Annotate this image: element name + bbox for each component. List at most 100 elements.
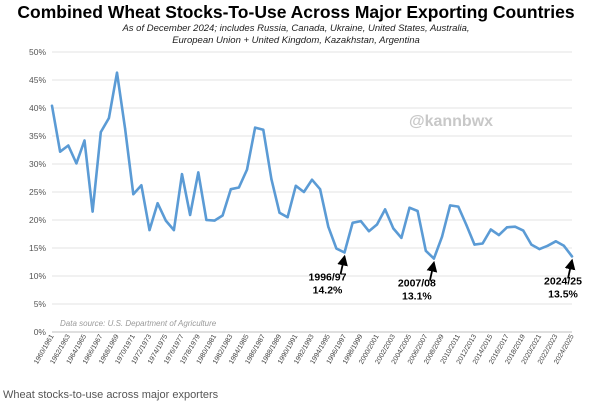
data-point [327,225,330,228]
data-point [189,213,192,217]
annotation-label-period: 2024/25 [544,275,582,287]
data-point [156,202,159,205]
data-point [530,243,533,246]
data-point [172,228,175,232]
series-group [50,71,574,260]
data-point [107,116,110,120]
data-point [465,223,468,227]
data-point [302,190,305,194]
data-point [91,210,94,213]
data-point [375,223,379,226]
data-point [546,244,549,247]
data-point [481,242,484,245]
data-point [140,184,143,187]
data-point [132,193,135,196]
data-point [229,188,232,191]
data-point [99,130,102,134]
y-tick-label: 20% [29,215,46,225]
data-point [180,172,184,176]
image-caption: Wheat stocks-to-use across major exporte… [3,389,219,401]
data-point [75,162,78,165]
data-point [440,235,444,238]
chart-subtitle-line-2: European Union + United Kingdom, Kazakhs… [172,35,420,46]
y-axis-ticks: 0% 5% 10% 15% 20% 25% 30% 35% 40% 45% 50% [29,47,46,337]
data-point [237,186,240,189]
data-point [473,243,476,246]
data-point [262,128,265,131]
data-point [522,229,525,232]
chart-subtitle-line-1: As of December 2024; includes Russia, Ca… [122,23,470,34]
chart-card: 0% 5% 10% 15% 20% 25% 30% 35% 40% 45% 50% 1960/196… [17,2,583,366]
data-point [310,178,314,181]
gridlines [52,51,572,333]
data-point [424,249,427,252]
data-point [367,230,370,233]
y-tick-label: 50% [29,47,46,57]
data-point [67,144,70,147]
data-point [359,220,362,223]
data-point [538,248,541,251]
data-point [148,228,151,232]
data-point [408,206,411,209]
annotation-label-period: 2007/08 [398,278,436,290]
annotation-label-period: 1996/97 [309,271,347,283]
data-point [245,168,249,171]
annotation-arrow [564,258,576,279]
data-point [343,251,346,254]
annotation-label-value: 13.5% [548,288,578,300]
y-tick-label: 25% [29,187,46,197]
annotation-arrow [426,260,438,281]
series-line [50,71,574,260]
data-point [489,228,492,231]
data-point [449,204,452,207]
y-tick-label: 10% [29,271,46,281]
data-point [335,247,338,250]
annotation-label-value: 14.2% [313,284,343,296]
y-tick-label: 35% [29,131,46,141]
y-tick-label: 5% [34,299,47,309]
chart-title: Combined Wheat Stocks-To-Use Across Majo… [17,2,575,22]
x-axis-ticks: 1960/19611962/19631964/19651966/19671968… [33,333,576,365]
data-point [83,139,86,142]
data-point [416,209,419,213]
data-point [270,178,273,181]
data-point [554,240,557,243]
data-point [562,244,565,247]
data-point [392,227,395,230]
source-note: Data source: U.S. Department of Agricult… [60,319,217,328]
data-point [505,226,509,229]
data-point [286,216,289,219]
data-point [384,208,387,211]
y-tick-label: 15% [29,243,46,253]
data-point [457,205,460,208]
data-point [497,234,500,237]
data-point [164,219,167,222]
data-point [319,188,322,191]
data-point [59,150,62,153]
data-point [514,225,517,228]
chart-svg: 0% 5% 10% 15% 20% 25% 30% 35% 40% 45% 50% 1960/196… [29,47,582,366]
data-point [50,104,54,107]
y-tick-label: 30% [29,159,46,169]
data-point [570,255,574,258]
annotation-arrow [337,254,348,275]
data-point [221,214,224,217]
y-tick-label: 0% [34,327,47,337]
data-point [294,184,297,187]
y-tick-label: 45% [29,75,46,85]
data-point [351,221,354,224]
data-point [254,126,257,129]
data-point [115,71,119,74]
data-point [197,171,200,174]
watermark: @kannbwx [409,113,493,130]
annotation-label-value: 13.1% [402,291,432,303]
data-point [432,257,435,260]
data-point [213,219,216,222]
data-point [400,236,403,240]
data-point [205,218,208,222]
data-point [278,211,281,214]
y-tick-label: 40% [29,103,46,113]
data-point [124,127,127,130]
